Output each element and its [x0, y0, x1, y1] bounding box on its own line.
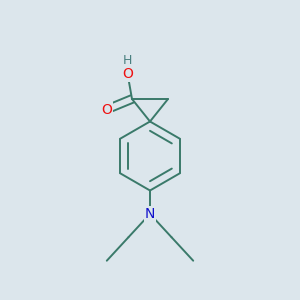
Text: O: O: [122, 67, 133, 80]
Text: H: H: [123, 54, 132, 68]
Text: O: O: [101, 103, 112, 116]
Text: N: N: [145, 207, 155, 221]
